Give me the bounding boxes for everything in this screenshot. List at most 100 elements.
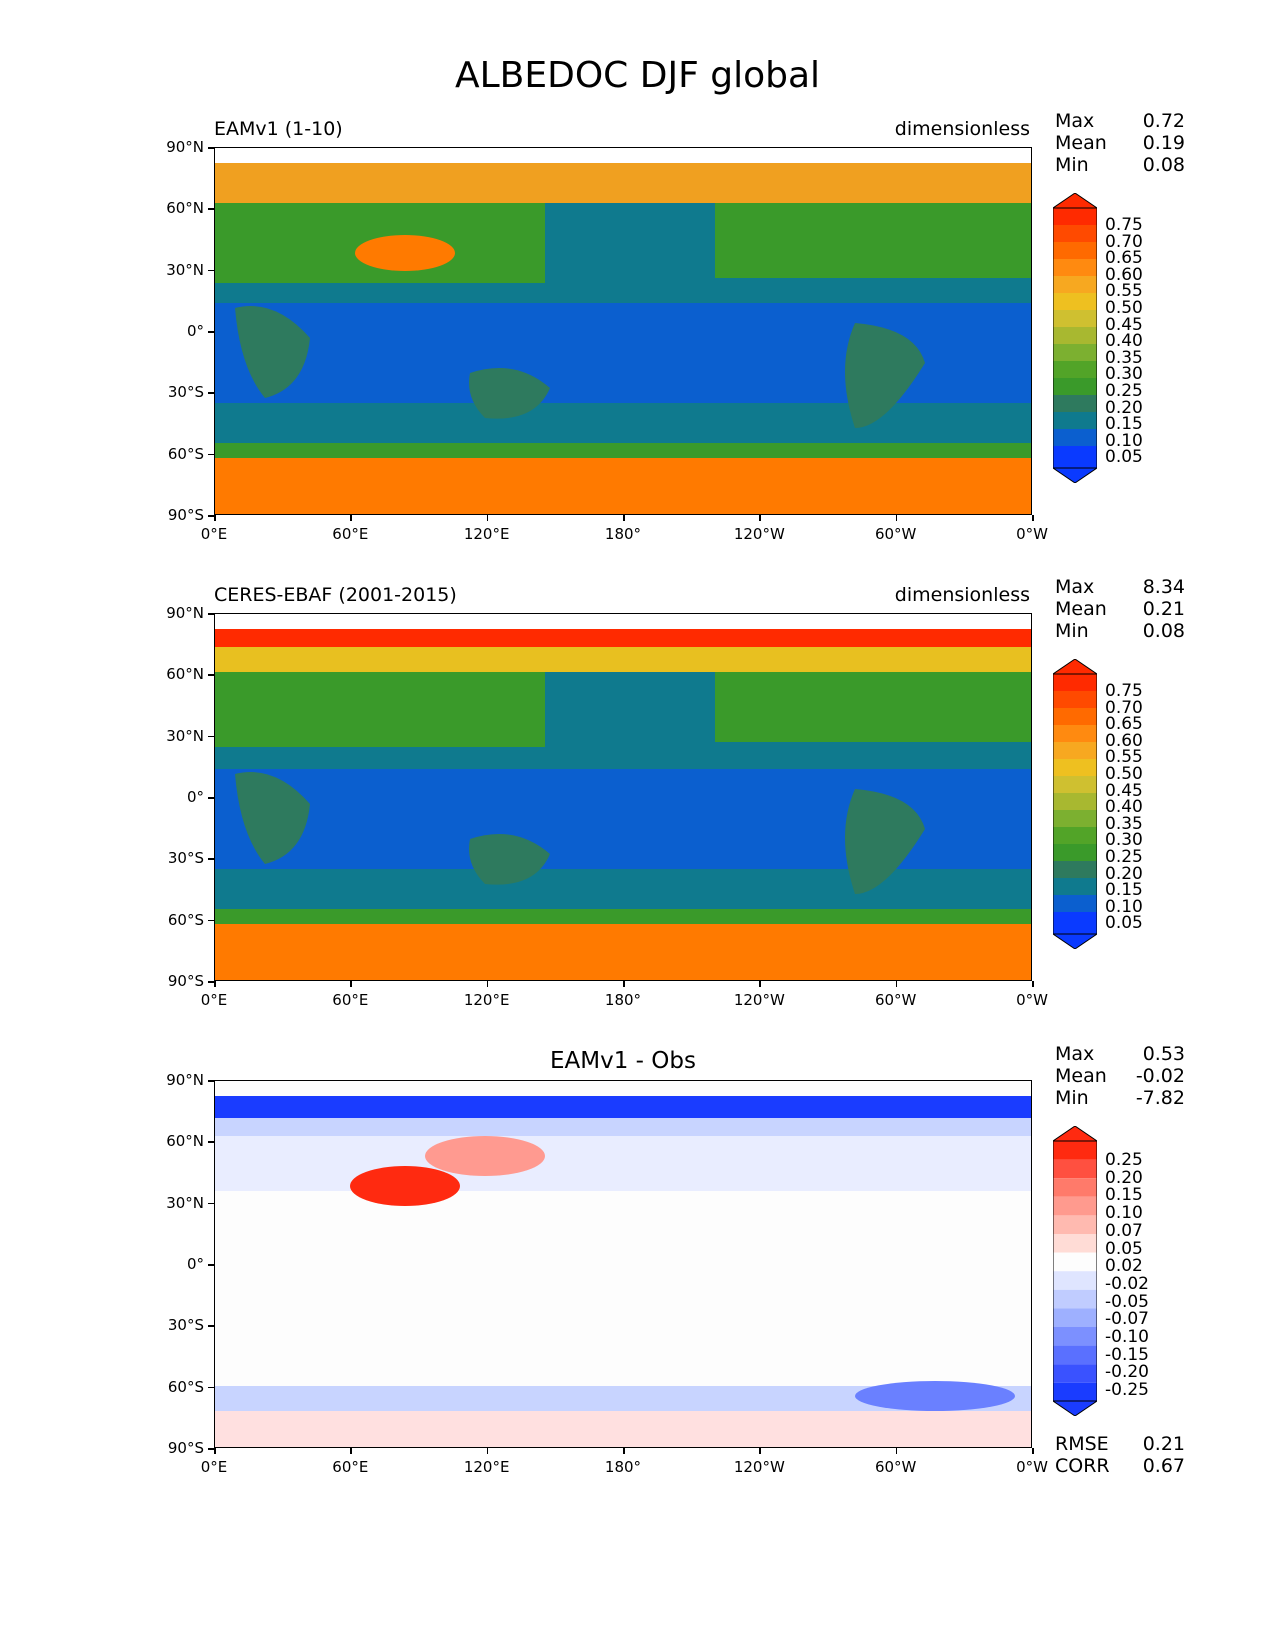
colorbar-label: 0.75 bbox=[1105, 215, 1143, 235]
colorbar-label: 0.05 bbox=[1105, 1238, 1143, 1259]
colorbar-label: 0.65 bbox=[1105, 714, 1143, 735]
stat-label: Max bbox=[1055, 576, 1095, 598]
y-tick-mark bbox=[208, 919, 214, 922]
x-tick-label: 60°E bbox=[332, 1458, 369, 1476]
x-tick-label: 0°W bbox=[1016, 991, 1048, 1009]
x-tick-label: 60°E bbox=[332, 525, 369, 543]
x-tick-label: 120°W bbox=[733, 1458, 785, 1476]
x-tick-label: 60°W bbox=[874, 1458, 917, 1476]
colorbar-label: 0.30 bbox=[1105, 830, 1143, 851]
x-tick-label: 120°W bbox=[733, 525, 785, 543]
colorbar-labels-model: 0.75 0.70 0.65 0.60 0.55 0.50 0.45 0.40 … bbox=[1105, 217, 1143, 466]
colorbar-label: 0.35 bbox=[1105, 813, 1143, 834]
x-tick-mark bbox=[214, 981, 216, 987]
y-tick-label: 0° bbox=[186, 788, 204, 806]
x-tick-mark bbox=[1032, 1448, 1034, 1454]
panel-diff: EAMv1 - Obs Max 0.53 Mean -0.02 Min -7.82 bbox=[0, 1043, 1275, 1518]
colorbar-label: 0.50 bbox=[1105, 763, 1143, 784]
y-tick-mark bbox=[208, 1141, 214, 1143]
y-tick-mark bbox=[208, 613, 214, 615]
map-diff-field bbox=[215, 1081, 1031, 1447]
y-tick-label: 30°S bbox=[167, 1316, 204, 1335]
panel-units: dimensionless bbox=[894, 584, 1030, 606]
colorbar-label: -0.07 bbox=[1105, 1309, 1149, 1330]
stat-value: -7.82 bbox=[1135, 1087, 1185, 1109]
colorbar-label: 0.70 bbox=[1105, 231, 1143, 252]
colorbar-label: 0.45 bbox=[1105, 780, 1143, 801]
stat-value: 0.21 bbox=[1142, 598, 1185, 620]
y-tick-mark bbox=[208, 208, 214, 210]
x-tick-label: 180° bbox=[604, 1458, 642, 1476]
panel-title-left: CERES-EBAF (2001-2015) bbox=[214, 584, 457, 606]
panel-obs: CERES-EBAF (2001-2015) dimensionless Max… bbox=[0, 576, 1275, 1051]
x-tick-label: 120°E bbox=[463, 525, 510, 543]
y-tick-label: 90°S bbox=[167, 972, 204, 990]
y-tick-mark bbox=[208, 147, 214, 149]
colorbar-label: 0.50 bbox=[1105, 297, 1143, 318]
y-tick-label: 90°N bbox=[166, 1071, 204, 1089]
y-tick-label: 90°S bbox=[167, 1439, 204, 1457]
colorbar-label: 0.05 bbox=[1105, 447, 1143, 468]
x-tick-mark bbox=[486, 515, 489, 521]
colorbar-label: 0.15 bbox=[1105, 414, 1143, 435]
x-tick-label: 60°E bbox=[332, 991, 369, 1009]
panel-units: dimensionless bbox=[894, 118, 1030, 140]
y-tick-mark bbox=[208, 331, 214, 333]
colorbar-label: 0.45 bbox=[1105, 314, 1143, 335]
y-tick-label: 60°S bbox=[167, 910, 204, 929]
x-tick-mark bbox=[214, 1448, 216, 1454]
stat-value: 0.21 bbox=[1142, 1433, 1185, 1455]
y-tick-mark bbox=[208, 1325, 214, 1327]
y-tick-mark bbox=[208, 515, 214, 517]
colorbar-label: 0.60 bbox=[1105, 264, 1143, 285]
stat-label: Min bbox=[1055, 154, 1089, 176]
colorbar-label: -0.02 bbox=[1105, 1273, 1149, 1294]
x-tick-label: 180° bbox=[604, 991, 642, 1009]
x-tick-mark bbox=[895, 515, 898, 521]
x-tick-label: 120°E bbox=[463, 991, 510, 1009]
stat-label: Min bbox=[1055, 620, 1089, 642]
stat-label: Mean bbox=[1055, 1065, 1107, 1087]
colorbar-model bbox=[1053, 193, 1097, 483]
colorbar-diff bbox=[1053, 1126, 1097, 1416]
x-tick-label: 120°W bbox=[733, 991, 785, 1009]
x-tick-label: 60°W bbox=[874, 525, 917, 543]
x-tick-label: 0°E bbox=[200, 525, 228, 543]
colorbar-label: -0.05 bbox=[1105, 1291, 1149, 1312]
y-tick-mark bbox=[208, 735, 214, 738]
map-model bbox=[214, 147, 1032, 515]
x-tick-mark bbox=[214, 515, 216, 521]
stat-label: Min bbox=[1055, 1087, 1089, 1109]
x-tick-mark bbox=[1032, 981, 1034, 987]
stat-value: 0.53 bbox=[1142, 1043, 1185, 1065]
x-tick-mark bbox=[1032, 515, 1034, 521]
y-tick-label: 30°N bbox=[166, 1193, 204, 1212]
map-diff bbox=[214, 1080, 1032, 1448]
x-tick-mark bbox=[486, 981, 489, 987]
panel-title-left: EAMv1 (1-10) bbox=[214, 118, 343, 140]
map-obs-field bbox=[215, 614, 1031, 980]
x-tick-mark bbox=[623, 1448, 625, 1454]
y-tick-mark bbox=[208, 392, 214, 394]
y-tick-label: 60°S bbox=[167, 444, 204, 463]
y-tick-mark bbox=[208, 981, 214, 983]
x-tick-label: 120°E bbox=[463, 1458, 510, 1476]
y-tick-mark bbox=[208, 1264, 214, 1266]
colorbar-label: 0.35 bbox=[1105, 347, 1143, 368]
stat-value: 0.72 bbox=[1142, 110, 1185, 132]
colorbar-labels-obs: 0.75 0.70 0.65 0.60 0.55 0.50 0.45 0.40 … bbox=[1105, 683, 1143, 932]
x-tick-label: 0°E bbox=[200, 1458, 228, 1476]
y-tick-mark bbox=[208, 269, 214, 272]
colorbar-label: 0.20 bbox=[1105, 397, 1143, 418]
x-tick-label: 0°W bbox=[1016, 525, 1048, 543]
colorbar-label: 0.10 bbox=[1105, 896, 1143, 917]
x-tick-mark bbox=[623, 515, 625, 521]
y-tick-mark bbox=[208, 1080, 214, 1082]
figure-title: ALBEDOC DJF global bbox=[454, 55, 821, 96]
y-tick-label: 90°S bbox=[167, 506, 204, 524]
y-tick-mark bbox=[208, 797, 214, 799]
colorbar-label: 0.20 bbox=[1105, 1167, 1143, 1188]
colorbar-label: 0.10 bbox=[1105, 1203, 1143, 1224]
colorbar-label: 0.30 bbox=[1105, 364, 1143, 385]
colorbar-label: 0.20 bbox=[1105, 863, 1143, 884]
